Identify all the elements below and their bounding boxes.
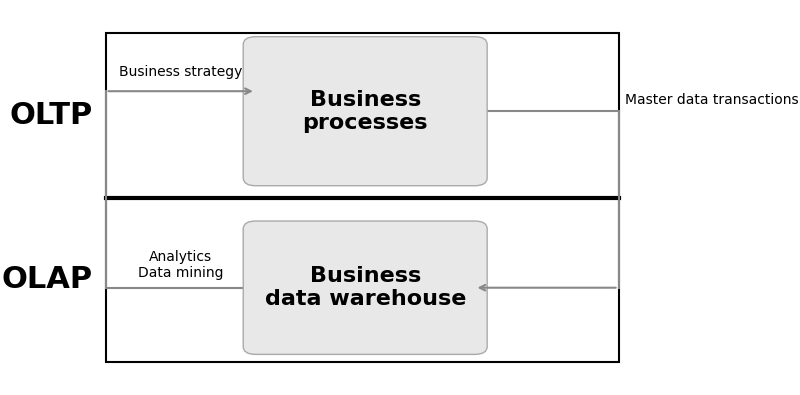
Text: Business
processes: Business processes bbox=[302, 90, 428, 133]
FancyBboxPatch shape bbox=[243, 221, 487, 354]
Text: Analytics
Data mining: Analytics Data mining bbox=[138, 250, 223, 280]
Text: Master data transactions: Master data transactions bbox=[625, 93, 798, 107]
Text: Business
data warehouse: Business data warehouse bbox=[265, 266, 466, 309]
Text: OLAP: OLAP bbox=[2, 265, 93, 294]
Text: Business strategy: Business strategy bbox=[119, 66, 242, 79]
Text: OLTP: OLTP bbox=[10, 101, 93, 130]
Bar bbox=[106, 33, 618, 362]
FancyBboxPatch shape bbox=[243, 37, 487, 186]
